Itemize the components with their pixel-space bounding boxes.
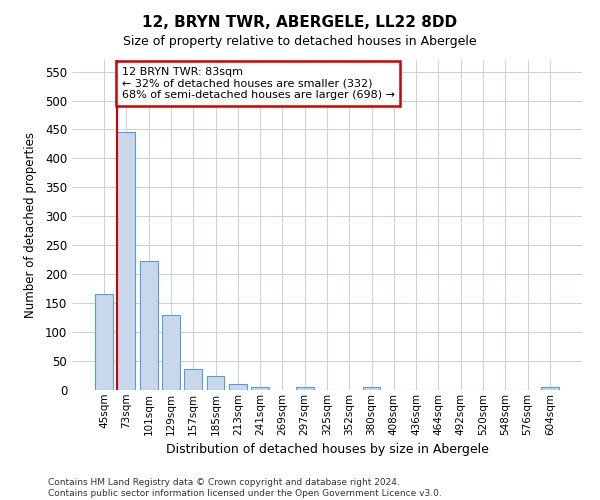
Bar xyxy=(184,368,202,390)
X-axis label: Distribution of detached houses by size in Abergele: Distribution of detached houses by size … xyxy=(166,443,488,456)
Bar xyxy=(251,386,269,390)
Text: Contains HM Land Registry data © Crown copyright and database right 2024.
Contai: Contains HM Land Registry data © Crown c… xyxy=(48,478,442,498)
Bar xyxy=(118,132,136,390)
Bar xyxy=(206,376,224,390)
Bar xyxy=(362,387,380,390)
Bar xyxy=(229,384,247,390)
Text: Size of property relative to detached houses in Abergele: Size of property relative to detached ho… xyxy=(123,35,477,48)
Bar xyxy=(140,262,158,390)
Text: 12, BRYN TWR, ABERGELE, LL22 8DD: 12, BRYN TWR, ABERGELE, LL22 8DD xyxy=(142,15,458,30)
Text: 12 BRYN TWR: 83sqm
← 32% of detached houses are smaller (332)
68% of semi-detach: 12 BRYN TWR: 83sqm ← 32% of detached hou… xyxy=(122,67,395,100)
Bar xyxy=(541,387,559,390)
Bar xyxy=(296,387,314,390)
Bar xyxy=(162,314,180,390)
Bar xyxy=(95,294,113,390)
Y-axis label: Number of detached properties: Number of detached properties xyxy=(23,132,37,318)
